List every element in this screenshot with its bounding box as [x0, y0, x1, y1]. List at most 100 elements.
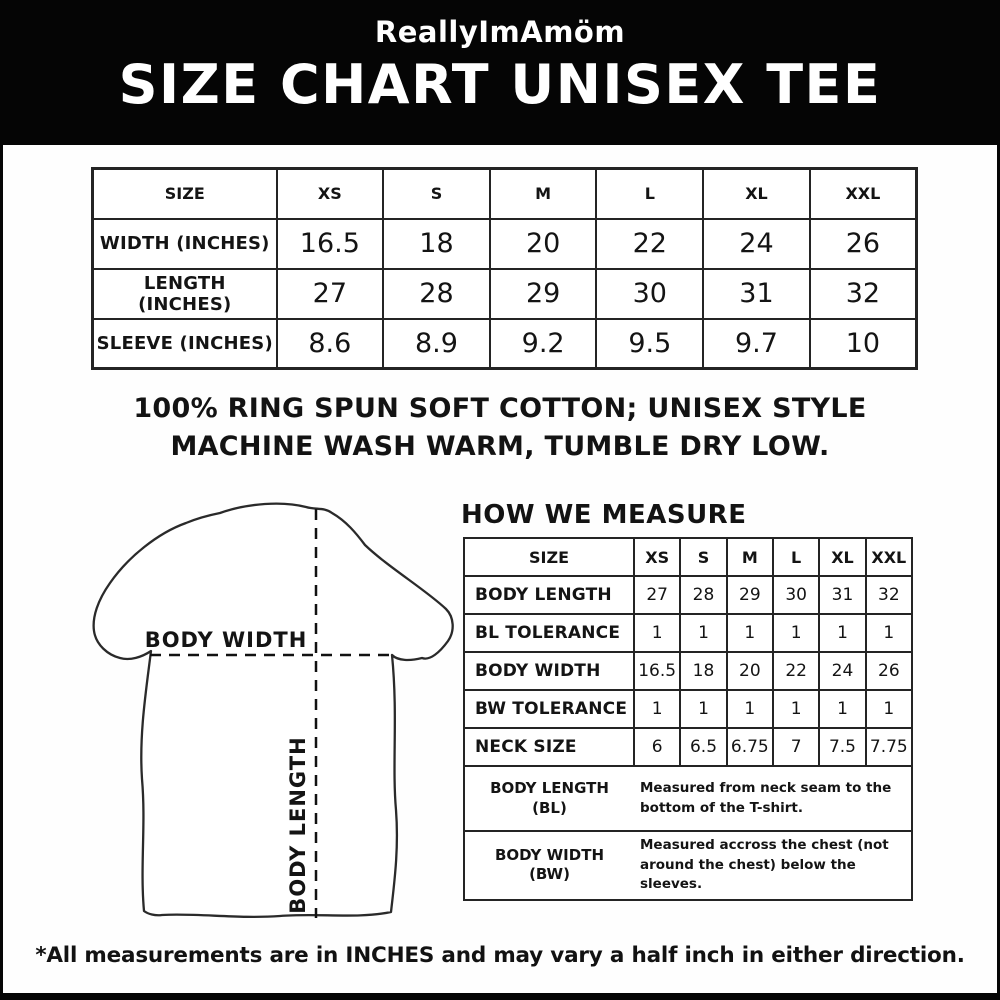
size-table: SIZE XS S M L XL XXL WIDTH (INCHES) 16.5 18 20 22 24… [91, 167, 918, 370]
table-header-row: SIZE XS S M L XL XXL [91, 167, 918, 220]
table-cell: 7.5 [818, 727, 867, 767]
table-cell: 1 [632, 689, 682, 729]
table-cell: 1 [818, 613, 867, 653]
table-cell: 16.5 [632, 651, 682, 691]
row-label: BL TOLERANCE [463, 613, 635, 653]
table-cell: 1 [864, 613, 914, 653]
table-cell: 6.5 [679, 727, 728, 767]
table-cell: 31 [818, 575, 867, 615]
column-header: XXL [864, 537, 914, 577]
table-cell: 24 [702, 217, 811, 270]
table-cell: 18 [679, 651, 728, 691]
table-cell: 20 [725, 651, 774, 691]
table-header-row: SIZE XS S M L XL XXL [463, 537, 914, 577]
table-cell: 1 [818, 689, 867, 729]
table-cell: 1 [679, 613, 728, 653]
header-banner: ReallyImAmöm SIZE CHART UNISEX TEE [3, 0, 997, 145]
table-cell: 20 [488, 217, 598, 270]
row-label: WIDTH (INCHES) [91, 217, 278, 270]
care-note-line-1: 100% RING SPUN SOFT COTTON; UNISEX STYLE [133, 393, 867, 424]
table-cell: 6.75 [725, 727, 774, 767]
definition-term-name: BODY WIDTH [495, 845, 604, 864]
column-header: XL [702, 167, 811, 220]
definition-term: BODY WIDTH (BW) [463, 830, 634, 901]
column-header: XS [275, 167, 385, 220]
column-header: SIZE [91, 167, 278, 220]
table-cell: 6 [632, 727, 682, 767]
table-row: SLEEVE (INCHES) 8.6 8.9 9.2 9.5 9.7 10 [91, 317, 918, 370]
column-header: SIZE [463, 537, 635, 577]
body-length-label: BODY LENGTH [286, 736, 310, 913]
column-header: M [488, 167, 598, 220]
care-note: 100% RING SPUN SOFT COTTON; UNISEX STYLE… [3, 390, 997, 466]
table-cell: 9.7 [702, 317, 811, 370]
table-cell: 1 [725, 613, 774, 653]
tshirt-outline [92, 502, 454, 918]
definition-term: BODY LENGTH (BL) [463, 765, 634, 832]
column-header: L [771, 537, 821, 577]
column-header: S [679, 537, 728, 577]
column-header: XXL [808, 167, 918, 220]
measure-table: SIZE XS S M L XL XXL BODY LENGTH 27 28 29 30 31 32 BL … [463, 537, 914, 901]
table-cell: 1 [771, 613, 821, 653]
table-cell: 32 [808, 267, 918, 320]
row-label: BODY WIDTH [463, 651, 635, 691]
column-header: M [725, 537, 774, 577]
table-cell: 7.75 [864, 727, 914, 767]
table-cell: 18 [382, 217, 491, 270]
table-cell: 9.5 [595, 317, 705, 370]
table-cell: 26 [864, 651, 914, 691]
table-cell: 1 [771, 689, 821, 729]
care-note-line-2: MACHINE WASH WARM, TUMBLE DRY LOW. [170, 431, 830, 462]
definition-row: BODY WIDTH (BW) Measured accross the chest… [463, 830, 913, 901]
table-cell: 27 [275, 267, 385, 320]
table-cell: 16.5 [275, 217, 385, 270]
row-label: BW TOLERANCE [463, 689, 635, 729]
tshirt-diagram-svg: BODY WIDTH BODY LENGTH [92, 502, 454, 918]
table-cell: 24 [818, 651, 867, 691]
row-label: NECK SIZE [463, 727, 635, 767]
table-cell: 1 [679, 689, 728, 729]
table-cell: 1 [725, 689, 774, 729]
row-label: SLEEVE (INCHES) [91, 317, 278, 370]
table-cell: 22 [771, 651, 821, 691]
brand-logo: ReallyImAmöm [374, 15, 626, 49]
column-header: XS [632, 537, 682, 577]
table-cell: 29 [488, 267, 598, 320]
column-header: L [595, 167, 705, 220]
column-header: S [382, 167, 491, 220]
table-row: WIDTH (INCHES) 16.5 18 20 22 24 26 [91, 217, 918, 270]
table-cell: 27 [632, 575, 682, 615]
column-header: XL [818, 537, 867, 577]
definition-term-abbr: (BW) [529, 865, 570, 884]
table-cell: 31 [702, 267, 811, 320]
table-cell: 30 [595, 267, 705, 320]
table-cell: 28 [382, 267, 491, 320]
table-cell: 28 [679, 575, 728, 615]
body-width-label: BODY WIDTH [145, 628, 308, 652]
table-cell: 7 [771, 727, 821, 767]
definition-term-name: BODY LENGTH [490, 779, 609, 797]
table-row: LENGTH (INCHES) 27 28 29 30 31 32 [91, 267, 918, 320]
row-label: BODY LENGTH [463, 575, 635, 615]
definition-description: Measured from neck seam to the bottom of… [634, 765, 913, 832]
table-cell: 8.9 [382, 317, 491, 370]
section-heading: HOW WE MEASURE [461, 500, 747, 530]
table-row: NECK SIZE 6 6.5 6.75 7 7.5 7.75 [463, 727, 914, 767]
table-cell: 32 [864, 575, 914, 615]
table-row: BW TOLERANCE 1 1 1 1 1 1 [463, 689, 914, 729]
footnote: *All measurements are in INCHES and may … [35, 943, 965, 968]
table-cell: 9.2 [488, 317, 598, 370]
table-row: BODY LENGTH 27 28 29 30 31 32 [463, 575, 914, 615]
definition-row: BODY LENGTH (BL) Measured from neck seam t… [463, 765, 913, 832]
table-cell: 8.6 [275, 317, 385, 370]
table-cell: 1 [632, 613, 682, 653]
table-row: BODY WIDTH 16.5 18 20 22 24 26 [463, 651, 914, 691]
row-label: LENGTH (INCHES) [91, 267, 278, 320]
table-cell: 29 [725, 575, 774, 615]
definition-term-abbr: (BL) [532, 798, 567, 817]
page-title: SIZE CHART UNISEX TEE [118, 53, 882, 116]
table-cell: 26 [808, 217, 918, 270]
table-cell: 30 [771, 575, 821, 615]
